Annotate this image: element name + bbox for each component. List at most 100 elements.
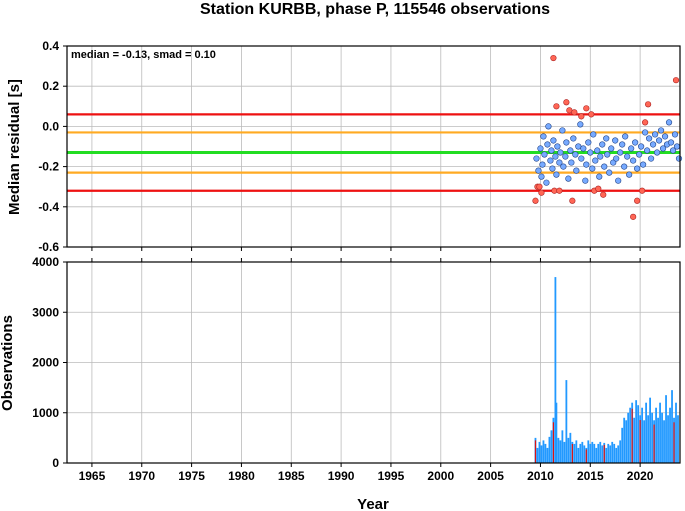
inlier-point [632, 139, 639, 146]
inlier-point [552, 153, 559, 160]
outlier-point [600, 191, 607, 198]
y-tick-label: 2000 [32, 356, 59, 370]
inlier-point [577, 121, 584, 128]
y-tick-label: 0.2 [42, 79, 59, 93]
inlier-point [572, 151, 579, 158]
observation-bar [627, 412, 630, 463]
inlier-point [673, 143, 681, 150]
x-tick-label: 2010 [527, 469, 554, 483]
observation-bar [587, 440, 590, 463]
observation-bar [665, 395, 667, 463]
observation-bar [601, 445, 604, 463]
observations-panel: 4000 3000 2000 1000 0 Observations [0, 255, 681, 470]
x-tick-label: 1975 [178, 469, 205, 483]
inlier-point [545, 123, 552, 130]
observations-y-ticks: 4000 3000 2000 1000 0 [32, 255, 67, 470]
outlier-point [642, 119, 649, 126]
observation-bar [609, 445, 612, 463]
inlier-point [549, 165, 556, 172]
observation-bar [581, 441, 584, 463]
observation-bar [633, 417, 636, 463]
observation-bar [621, 427, 624, 463]
inlier-point [622, 133, 629, 140]
y-tick-label: 0 [52, 456, 59, 470]
inlier-point [649, 141, 657, 148]
inlier-point [655, 137, 663, 144]
residual-y-ticks: 0.4 0.2 0.0 -0.2 -0.4 -0.6 [38, 39, 67, 254]
outlier-point [634, 197, 641, 204]
outlier-point [536, 183, 543, 190]
observation-bar [540, 445, 543, 463]
observation-bar [649, 397, 651, 463]
x-tick-label: 1990 [328, 469, 355, 483]
inlier-point [535, 167, 542, 174]
inlier-point [667, 139, 675, 146]
inlier-point [557, 149, 564, 156]
y-tick-label: 3000 [32, 305, 59, 319]
observation-bar [647, 415, 650, 463]
inlier-point [570, 135, 577, 142]
observation-bar [607, 443, 610, 463]
inlier-point [543, 179, 550, 186]
inlier-point [630, 157, 637, 164]
inlier-point [646, 135, 653, 142]
x-tick-label: 1980 [228, 469, 255, 483]
observation-bar [565, 380, 568, 463]
inlier-point [642, 129, 649, 136]
inlier-point [587, 149, 594, 156]
y-tick-label: -0.4 [38, 200, 59, 214]
inlier-point [624, 153, 631, 160]
observation-bar-highlight [603, 444, 605, 463]
observation-bar [623, 417, 626, 463]
observation-bar-highlight [552, 422, 555, 463]
outlier-point [563, 99, 570, 106]
inlier-point [596, 173, 603, 180]
observation-bar [548, 436, 551, 463]
inlier-point [653, 149, 661, 156]
outlier-point [571, 109, 578, 116]
inlier-point [597, 153, 604, 160]
observations-y-axis-label: Observations [0, 315, 16, 411]
observation-bar [663, 420, 665, 463]
x-axis-ticks: 1965 1970 1975 1980 1985 1990 1995 2000 2005 2010… [79, 247, 654, 483]
outlier-point [672, 77, 680, 84]
observation-bar [546, 447, 549, 463]
observation-bar [593, 443, 596, 463]
outlier-point [645, 101, 652, 108]
inlier-point [553, 171, 560, 178]
inlier-point [594, 147, 601, 154]
x-tick-label: 1965 [79, 469, 106, 483]
y-tick-label: 0.0 [42, 119, 59, 133]
x-tick-label: 1985 [278, 469, 305, 483]
inlier-point [539, 161, 546, 168]
observation-bar [583, 445, 586, 463]
x-tick-label: 1995 [378, 469, 405, 483]
observation-bar-highlight [571, 444, 573, 463]
observation-bar [641, 407, 644, 463]
observation-bar [589, 443, 592, 463]
inlier-point [544, 141, 551, 148]
outlier-point [556, 187, 563, 194]
observation-bar-highlight [639, 420, 641, 463]
inlier-point [659, 145, 667, 152]
inlier-point [547, 157, 554, 164]
observation-bar [675, 402, 677, 463]
inlier-point [675, 155, 683, 162]
observation-bar-highlight [534, 440, 537, 463]
observation-bar [645, 402, 648, 463]
observation-bar [557, 437, 560, 463]
outlier-point [569, 197, 576, 204]
x-tick-label: 2005 [477, 469, 504, 483]
outlier-point [538, 189, 545, 196]
observation-bar [635, 400, 638, 463]
residual-frame [66, 45, 681, 248]
observation-bar [577, 447, 580, 463]
observation-bar [617, 445, 620, 463]
observation-bar [629, 407, 632, 463]
y-tick-label: -0.6 [38, 240, 59, 254]
inlier-point [565, 175, 572, 182]
outlier-point [532, 197, 539, 204]
inlier-point [550, 137, 557, 144]
y-tick-label: 4000 [32, 255, 59, 269]
